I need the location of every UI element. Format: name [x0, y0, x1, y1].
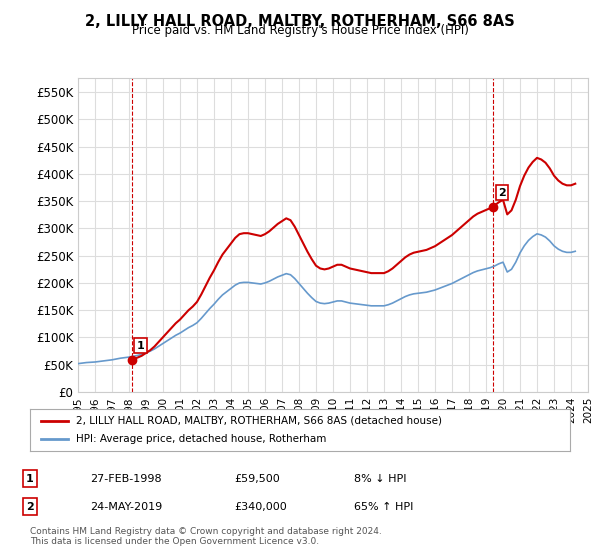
- Text: £340,000: £340,000: [234, 502, 287, 512]
- Text: 2: 2: [498, 188, 505, 198]
- Text: 8% ↓ HPI: 8% ↓ HPI: [354, 474, 407, 484]
- Text: HPI: Average price, detached house, Rotherham: HPI: Average price, detached house, Roth…: [76, 434, 326, 444]
- Text: 1: 1: [26, 474, 34, 484]
- Text: 27-FEB-1998: 27-FEB-1998: [90, 474, 161, 484]
- Text: 1: 1: [137, 340, 145, 351]
- Text: Price paid vs. HM Land Registry's House Price Index (HPI): Price paid vs. HM Land Registry's House …: [131, 24, 469, 36]
- Text: 2, LILLY HALL ROAD, MALTBY, ROTHERHAM, S66 8AS (detached house): 2, LILLY HALL ROAD, MALTBY, ROTHERHAM, S…: [76, 416, 442, 426]
- Text: 2: 2: [26, 502, 34, 512]
- Text: 2, LILLY HALL ROAD, MALTBY, ROTHERHAM, S66 8AS: 2, LILLY HALL ROAD, MALTBY, ROTHERHAM, S…: [85, 14, 515, 29]
- Text: £59,500: £59,500: [234, 474, 280, 484]
- Text: Contains HM Land Registry data © Crown copyright and database right 2024.
This d: Contains HM Land Registry data © Crown c…: [30, 526, 382, 546]
- Text: 65% ↑ HPI: 65% ↑ HPI: [354, 502, 413, 512]
- Text: 24-MAY-2019: 24-MAY-2019: [90, 502, 162, 512]
